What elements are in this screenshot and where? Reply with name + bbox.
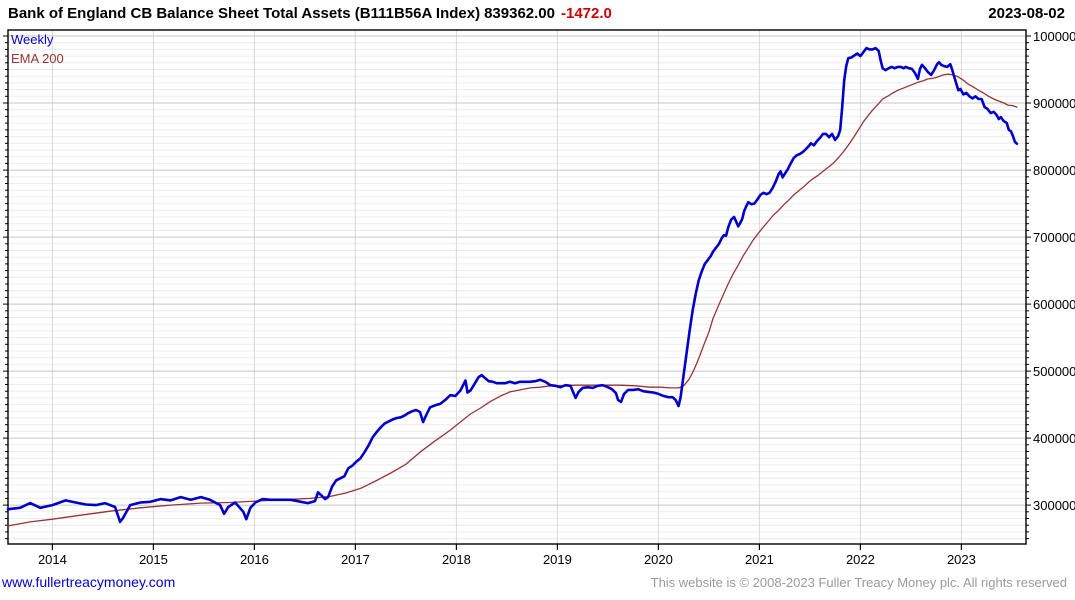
x-axis-label: 2018 bbox=[442, 552, 471, 567]
x-axis-label: 2023 bbox=[947, 552, 976, 567]
plot-border bbox=[7, 29, 1027, 545]
x-axis-label: 2015 bbox=[139, 552, 168, 567]
legend-weekly: Weekly bbox=[11, 32, 54, 47]
chart-header: Bank of England CB Balance Sheet Total A… bbox=[8, 5, 1067, 27]
x-axis-label: 2022 bbox=[846, 552, 875, 567]
page-footer: www.fullertreacymoney.com This website i… bbox=[0, 572, 1075, 596]
website-link[interactable]: www.fullertreacymoney.com bbox=[2, 574, 176, 590]
x-axis-label: 2020 bbox=[644, 552, 673, 567]
x-axis-label: 2016 bbox=[240, 552, 269, 567]
y-axis-label: 600000 bbox=[1033, 297, 1075, 312]
ema-200-series-line bbox=[7, 73, 1018, 527]
y-axis-label: 400000 bbox=[1033, 431, 1075, 446]
x-axis-label: 2014 bbox=[38, 552, 67, 567]
y-axis-label: 800000 bbox=[1033, 163, 1075, 178]
y-axis-label: 300000 bbox=[1033, 498, 1075, 513]
change-value: -1472.0 bbox=[560, 5, 612, 22]
x-axis-label: 2021 bbox=[745, 552, 774, 567]
y-axis-label: 900000 bbox=[1033, 96, 1075, 111]
date-label: 2023-08-02 bbox=[988, 5, 1065, 22]
y-axis-label: 1000000 bbox=[1033, 29, 1075, 44]
copyright-text: This website is © 2008-2023 Fuller Treac… bbox=[650, 575, 1067, 590]
x-axis-label: 2017 bbox=[341, 552, 370, 567]
x-axis-label: 2019 bbox=[543, 552, 572, 567]
chart-title: Bank of England CB Balance Sheet Total A… bbox=[8, 5, 481, 22]
y-axis-label: 700000 bbox=[1033, 230, 1075, 245]
last-value: 839362.00 bbox=[484, 5, 555, 22]
legend-ema-200: EMA 200 bbox=[11, 51, 64, 66]
y-axis-label: 500000 bbox=[1033, 364, 1075, 379]
weekly-series-line bbox=[6, 46, 1019, 524]
